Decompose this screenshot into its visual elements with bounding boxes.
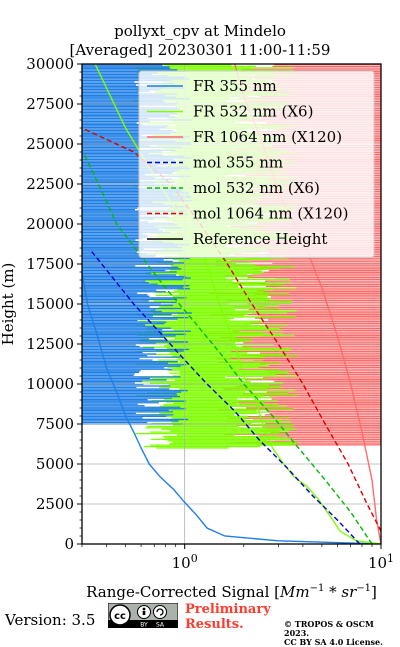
legend-label-3: mol 355 nm — [193, 154, 283, 172]
chart-title-line1: pollyxt_cpv at Mindelo — [114, 22, 286, 40]
preliminary-text: Preliminary — [185, 602, 271, 617]
legend-label-1: FR 532 nm (X6) — [193, 103, 313, 121]
legend: FR 355 nm FR 532 nm (X6) FR 1064 nm (X120)… — [138, 70, 375, 258]
x-axis-label: Range-Corrected Signal [Mm−1 * sr−1] — [86, 583, 377, 600]
legend-label-0: FR 355 nm — [193, 77, 277, 95]
series-line-0 — [82, 271, 381, 544]
series-line-3 — [89, 249, 361, 544]
y-tick-label: 22500 — [26, 175, 74, 193]
y-axis-label: Height (m) — [0, 263, 17, 346]
y-tick-label: 30000 — [26, 55, 74, 73]
y-tick-label: 0 — [64, 535, 74, 553]
y-tick-label: 27500 — [26, 95, 74, 113]
copyright-line1: © TROPOS & OSCM 2023. — [284, 619, 374, 638]
version-label: Version: 3.5 — [5, 611, 96, 629]
copyright-line2: CC BY SA 4.0 License. — [284, 637, 383, 647]
y-tick-label: 25000 — [26, 135, 74, 153]
copyright-notice: © TROPOS & OSCM 2023. CC BY SA 4.0 Licen… — [284, 620, 400, 647]
cc-license-badge-icon: cc BY SA — [108, 603, 178, 628]
lidar-profile-chart: 0 2500 5000 7500 10000 12500 15000 17500 20000 22… — [0, 55, 394, 600]
chart-title-line2: [Averaged] 20230301 11:00-11:59 — [69, 41, 331, 59]
x-tick-label: 101 — [368, 552, 394, 572]
y-tick-label: 17500 — [26, 255, 74, 273]
y-tick-label: 5000 — [36, 455, 74, 473]
svg-text:cc: cc — [114, 611, 126, 622]
legend-label-2: FR 1064 nm (X120) — [193, 128, 342, 146]
legend-label-5: mol 1064 nm (X120) — [193, 205, 348, 223]
legend-label-6: Reference Height — [193, 230, 327, 248]
y-tick-label: 2500 — [36, 495, 74, 513]
legend-box — [138, 70, 375, 258]
svg-text:BY: BY — [140, 622, 148, 629]
y-tick-label: 15000 — [26, 295, 74, 313]
results-text: Results. — [185, 617, 244, 632]
x-tick-label: 100 — [172, 552, 198, 572]
y-tick-label: 12500 — [26, 335, 74, 353]
legend-label-4: mol 532 nm (X6) — [193, 179, 320, 197]
y-tick-label: 7500 — [36, 415, 74, 433]
preliminary-notice: Preliminary Results. — [185, 602, 271, 632]
y-tick-label: 20000 — [26, 215, 74, 233]
y-tick-label: 10000 — [26, 375, 74, 393]
series-line-5 — [82, 127, 381, 532]
series-line-4 — [84, 154, 373, 544]
svg-text:SA: SA — [156, 622, 165, 629]
